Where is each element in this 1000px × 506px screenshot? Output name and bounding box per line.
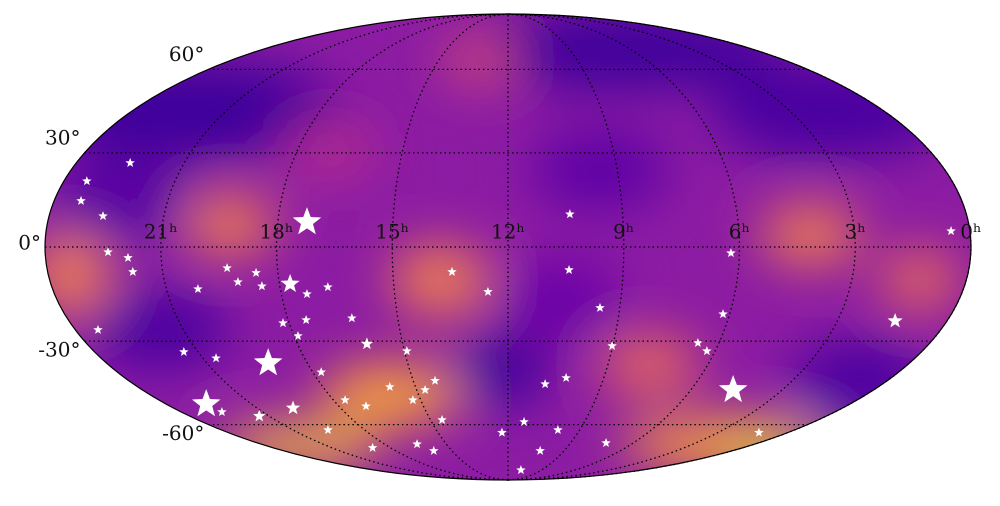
star-marker	[217, 406, 227, 417]
star-marker	[754, 427, 764, 437]
x-tick-label: 12ʰ	[491, 220, 525, 244]
star-marker	[360, 337, 374, 350]
star-marker	[278, 318, 288, 328]
star-marker	[253, 348, 283, 376]
star-marker	[82, 176, 92, 186]
star-marker	[233, 277, 243, 287]
star-marker	[93, 324, 103, 334]
star-marker	[125, 157, 135, 167]
x-tick-label: 18ʰ	[259, 220, 293, 244]
star-marker	[693, 337, 703, 347]
star-marker	[257, 281, 267, 291]
star-marker	[595, 302, 605, 312]
star-marker	[718, 309, 728, 319]
star-marker	[385, 381, 395, 391]
star-marker	[367, 442, 378, 452]
star-marker	[516, 465, 526, 475]
y-tick-label: 0°	[18, 231, 41, 255]
y-tick-label: 60°	[169, 42, 204, 66]
star-marker	[519, 416, 529, 426]
grid-line	[507, 13, 856, 481]
map-boundary	[44, 13, 972, 481]
star-marker	[211, 353, 221, 363]
star-marker	[402, 346, 412, 356]
star-marker	[293, 330, 303, 341]
star-marker	[340, 395, 350, 405]
star-marker	[361, 401, 371, 411]
star-marker	[564, 264, 574, 275]
x-tick-label: 15ʰ	[375, 220, 409, 244]
star-marker	[601, 438, 611, 448]
star-marker	[561, 372, 571, 382]
star-marker	[280, 273, 300, 293]
star-marker	[302, 289, 312, 299]
star-marker	[437, 414, 447, 424]
star-marker	[553, 425, 563, 435]
star-marker	[98, 211, 108, 221]
star-marker	[702, 346, 712, 356]
star-marker	[253, 409, 266, 422]
background-map	[45, 14, 971, 480]
x-tick-label: 6ʰ	[729, 220, 750, 244]
star-marker	[316, 367, 326, 377]
star-marker	[222, 263, 232, 273]
star-marker	[726, 248, 736, 258]
star-marker	[887, 312, 903, 328]
star-marker	[251, 267, 261, 277]
y-tick-label: -60°	[162, 421, 204, 445]
star-marker	[301, 315, 311, 325]
grid-line	[275, 13, 509, 481]
star-marker	[412, 439, 422, 449]
star-marker	[103, 247, 113, 257]
x-tick-label: 0ʰ	[960, 220, 981, 244]
star-marker	[193, 284, 203, 294]
grid-line	[160, 13, 509, 481]
star-marker	[420, 384, 430, 395]
star-marker	[483, 286, 493, 296]
x-tick-label: 21ʰ	[144, 220, 178, 244]
star-marker	[347, 313, 357, 323]
star-marker	[408, 395, 418, 405]
star-marker	[323, 425, 333, 435]
star-marker	[565, 209, 575, 219]
star-marker	[179, 346, 189, 356]
star-marker	[128, 266, 138, 276]
star-marker	[323, 282, 333, 292]
y-tick-label: -30°	[38, 338, 80, 362]
star-marker	[718, 374, 748, 403]
star-marker	[285, 400, 301, 415]
star-marker	[191, 389, 221, 417]
star-marker	[292, 207, 322, 235]
star-marker	[535, 445, 545, 455]
stars	[76, 157, 956, 475]
star-marker	[430, 375, 440, 385]
star-marker	[607, 340, 617, 350]
x-tick-label: 9ʰ	[613, 220, 634, 244]
star-marker	[123, 252, 133, 262]
star-marker	[429, 445, 439, 455]
star-marker	[76, 195, 86, 205]
x-tick-label: 3ʰ	[845, 220, 866, 244]
grid-line	[507, 13, 741, 481]
y-tick-label: 30°	[45, 125, 80, 149]
star-marker	[447, 266, 457, 276]
star-marker	[946, 226, 956, 236]
star-marker	[540, 379, 550, 389]
star-marker	[497, 427, 507, 437]
